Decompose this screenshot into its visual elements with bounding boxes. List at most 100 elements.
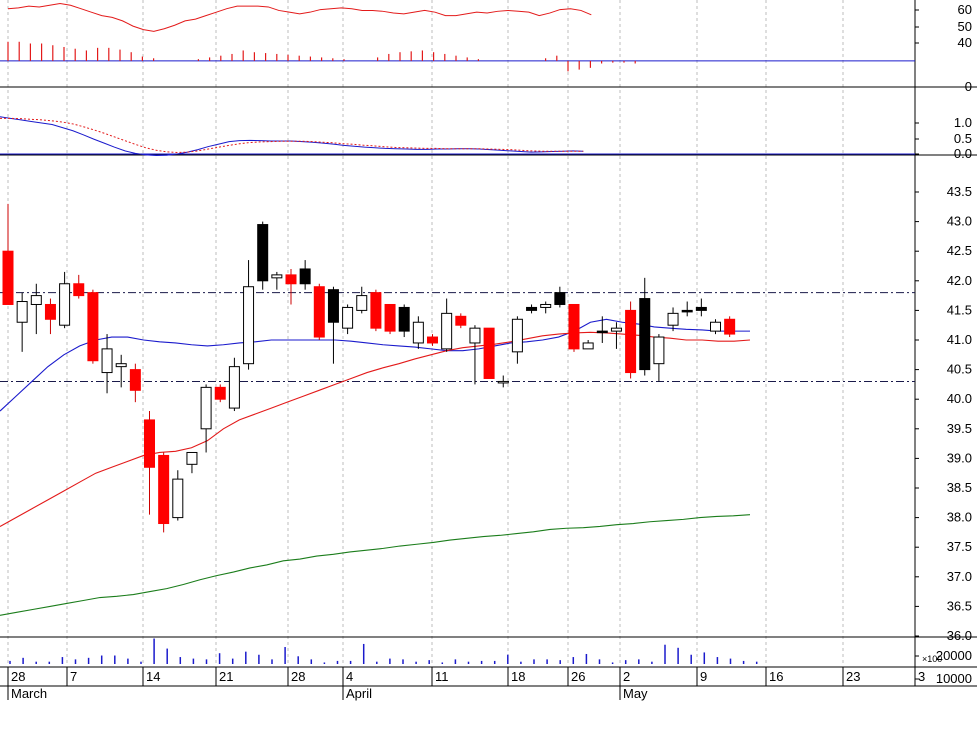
- candle-body: [200, 386, 212, 430]
- candle-body: [667, 312, 679, 326]
- volume-tick-label: 10000: [936, 671, 972, 686]
- candle-body: [186, 451, 198, 465]
- candle: [695, 298, 707, 317]
- candle-body: [582, 342, 594, 350]
- candle-body: [540, 303, 552, 308]
- candle-body: [610, 327, 622, 332]
- candle-body: [653, 336, 665, 365]
- candle: [540, 301, 552, 314]
- oscillator-panel: [0, 2, 915, 72]
- candle: [44, 298, 56, 335]
- candle: [271, 271, 283, 290]
- candle-body: [469, 327, 481, 344]
- x-day-label: 21: [219, 669, 233, 684]
- candle-body: [483, 327, 495, 379]
- macd-tick-label: 0.0: [954, 146, 972, 161]
- candle: [710, 319, 721, 335]
- candle: [243, 260, 255, 370]
- candle-body: [172, 478, 184, 519]
- x-month-label: April: [346, 686, 372, 701]
- candle-body: [427, 336, 438, 344]
- candle-body: [724, 318, 736, 335]
- ma-long-line: [0, 514, 751, 616]
- ma-mid-line: [0, 331, 751, 527]
- candle-body: [299, 268, 311, 285]
- candle: [186, 451, 198, 474]
- candle-body: [158, 454, 170, 525]
- x-month-label: March: [11, 686, 47, 701]
- candle: [200, 384, 212, 453]
- x-day-label: 16: [769, 669, 783, 684]
- candle-body: [398, 306, 410, 332]
- candle: [228, 357, 240, 412]
- price-tick-label: 36.0: [947, 628, 972, 643]
- candle: [313, 283, 325, 340]
- candle: [384, 303, 396, 335]
- x-day-label: 4: [346, 669, 353, 684]
- candle: [101, 334, 113, 394]
- candle-body: [710, 321, 721, 332]
- x-day-label: 9: [700, 669, 707, 684]
- candle-body: [101, 348, 113, 374]
- price-tick-label: 37.5: [947, 539, 972, 554]
- candle-body: [384, 303, 396, 332]
- candle-body: [73, 283, 85, 297]
- candle-body: [271, 274, 283, 279]
- candle-body: [342, 306, 354, 329]
- candle-body: [695, 306, 707, 311]
- price-tick-label: 39.0: [947, 450, 972, 465]
- candle-body: [596, 330, 608, 334]
- x-day-label: 11: [435, 669, 449, 684]
- candle-body: [568, 303, 580, 350]
- oscillator-tick-label: 50: [958, 19, 972, 34]
- candle-body: [257, 224, 269, 282]
- candle: [554, 286, 566, 308]
- candle-body: [144, 419, 155, 468]
- candle: [73, 274, 85, 299]
- candle-body: [455, 315, 467, 326]
- macd-tick-label: 1.0: [954, 115, 972, 130]
- candle: [285, 268, 297, 305]
- price-tick-label: 40.5: [947, 362, 972, 377]
- oscillator-line: [7, 2, 592, 32]
- price-tick-label: 36.5: [947, 598, 972, 613]
- candle-body: [441, 312, 453, 350]
- x-day-label: 14: [146, 669, 160, 684]
- candle: [356, 286, 368, 314]
- candle: [342, 304, 354, 335]
- candle: [441, 298, 453, 352]
- macd-signal-line: [0, 117, 584, 153]
- candle-body: [44, 303, 56, 320]
- candle: [412, 316, 424, 349]
- candle: [59, 271, 71, 329]
- candle: [653, 334, 665, 382]
- price-tick-label: 39.5: [947, 421, 972, 436]
- candle: [625, 301, 637, 379]
- price-tick-label: 41.5: [947, 302, 972, 317]
- ma-short-line: [0, 318, 750, 412]
- candle-body: [115, 363, 127, 368]
- candle: [469, 325, 481, 385]
- grid-layer: [0, 0, 977, 687]
- candle: [115, 354, 127, 388]
- candle: [681, 301, 693, 317]
- x-day-label: 23: [846, 669, 860, 684]
- candle: [526, 304, 538, 314]
- x-day-label: 18: [511, 669, 525, 684]
- candle-body: [370, 292, 382, 329]
- candle-body: [16, 301, 28, 323]
- macd-line: [0, 116, 584, 157]
- candle-body: [285, 274, 297, 285]
- candle-body: [30, 295, 42, 305]
- candle: [610, 322, 622, 349]
- candle: [144, 411, 155, 515]
- price-tick-label: 40.0: [947, 391, 972, 406]
- candle-body: [214, 386, 226, 400]
- candle: [16, 292, 28, 352]
- x-day-label: 7: [70, 669, 77, 684]
- candle: [87, 289, 99, 364]
- candle: [724, 316, 736, 338]
- candle-body: [129, 369, 141, 391]
